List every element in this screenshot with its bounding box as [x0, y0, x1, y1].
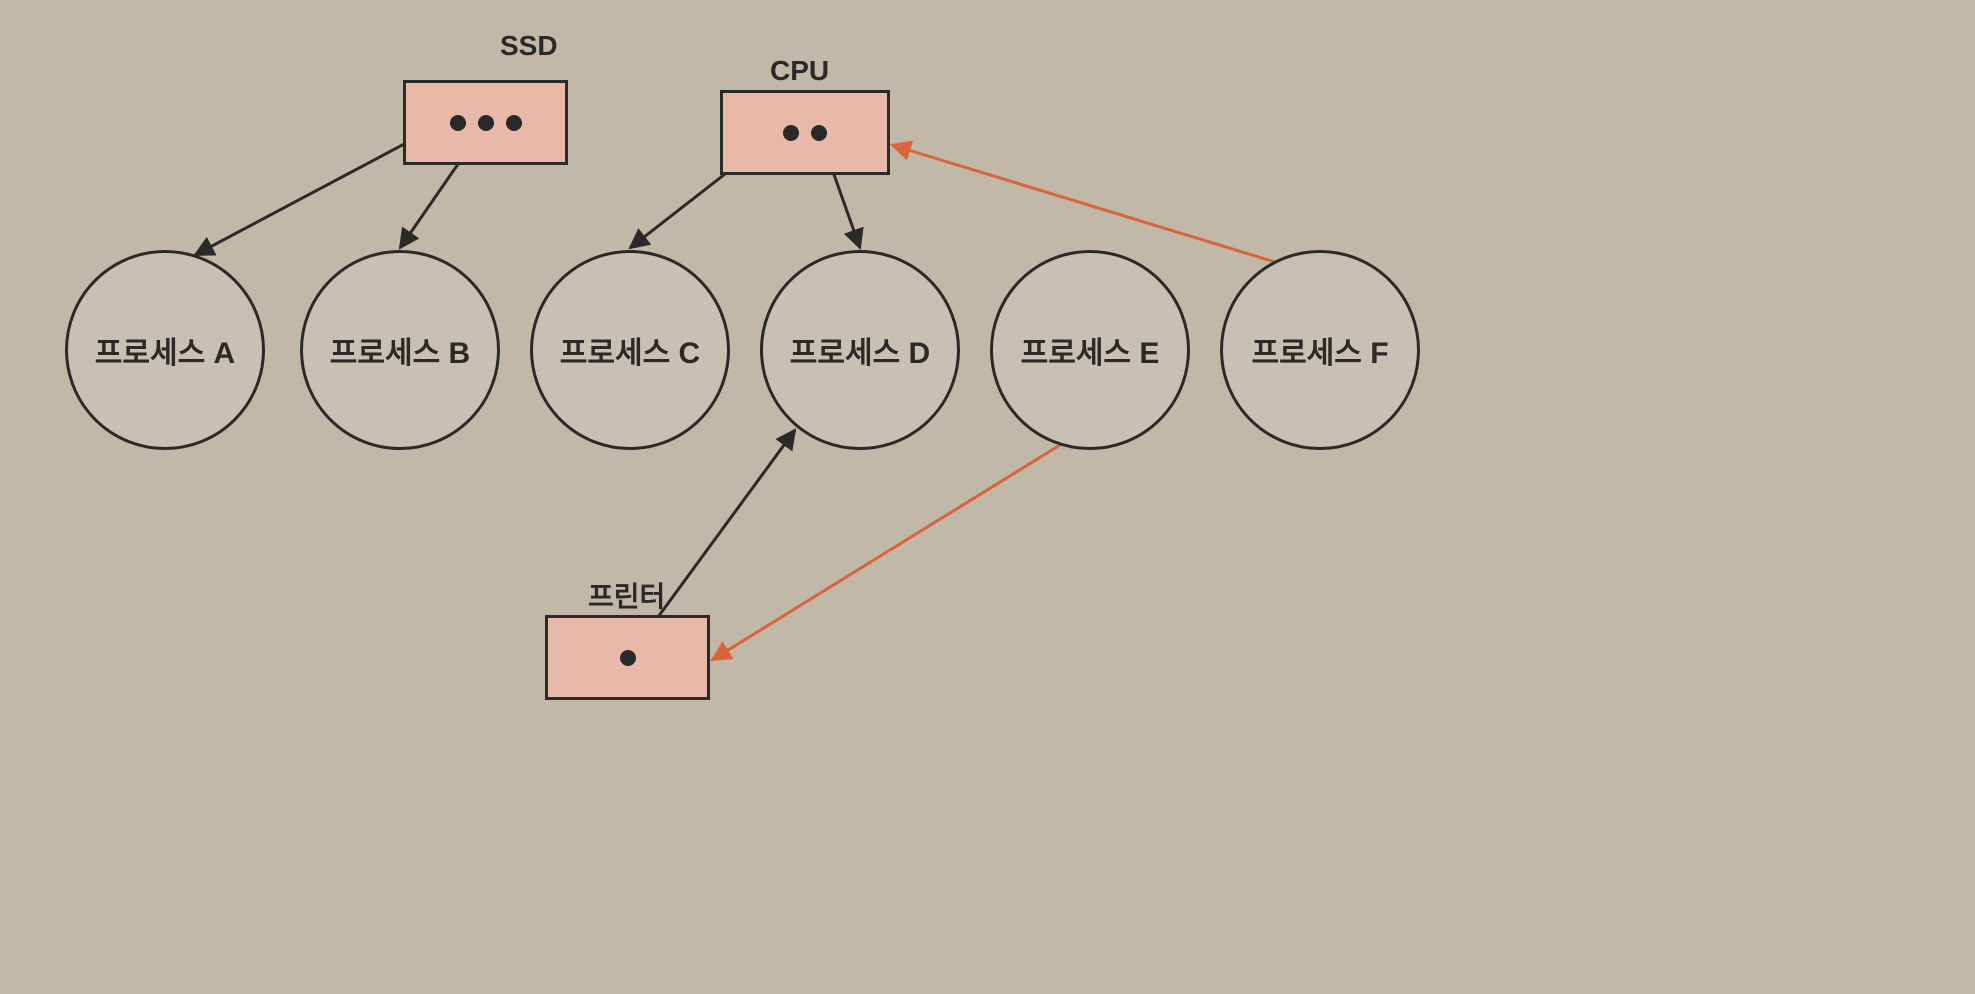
- printer-instance-dot: [620, 650, 636, 666]
- process-a-label: 프로세스 A: [95, 328, 235, 372]
- ssd-instance-dot: [506, 115, 522, 131]
- process-f-label: 프로세스 F: [1251, 328, 1388, 372]
- printer-label: 프린터: [588, 575, 665, 615]
- cpu-resource: [720, 90, 890, 175]
- printer-resource: [545, 615, 710, 700]
- ssd-instance-dot: [450, 115, 466, 131]
- edge: [712, 445, 1060, 660]
- cpu-instance-dot: [783, 125, 799, 141]
- process-c-label: 프로세스 C: [560, 328, 700, 372]
- process-b: 프로세스 B: [300, 250, 500, 450]
- resource-allocation-diagram: SSD CPU 프린터 프로세스 A 프로세스 B 프로세스 C 프로세스 D …: [0, 0, 1975, 994]
- ssd-instance-dot: [478, 115, 494, 131]
- process-e: 프로세스 E: [990, 250, 1190, 450]
- process-a: 프로세스 A: [65, 250, 265, 450]
- cpu-label: CPU: [770, 55, 829, 87]
- process-d-label: 프로세스 D: [790, 328, 930, 372]
- process-e-label: 프로세스 E: [1021, 328, 1160, 372]
- ssd-resource: [403, 80, 568, 165]
- process-f: 프로세스 F: [1220, 250, 1420, 450]
- process-d: 프로세스 D: [760, 250, 960, 450]
- edges-layer: [0, 0, 1975, 994]
- cpu-instance-dot: [811, 125, 827, 141]
- process-c: 프로세스 C: [530, 250, 730, 450]
- ssd-label: SSD: [500, 30, 558, 62]
- edge: [892, 145, 1275, 262]
- process-b-label: 프로세스 B: [330, 328, 470, 372]
